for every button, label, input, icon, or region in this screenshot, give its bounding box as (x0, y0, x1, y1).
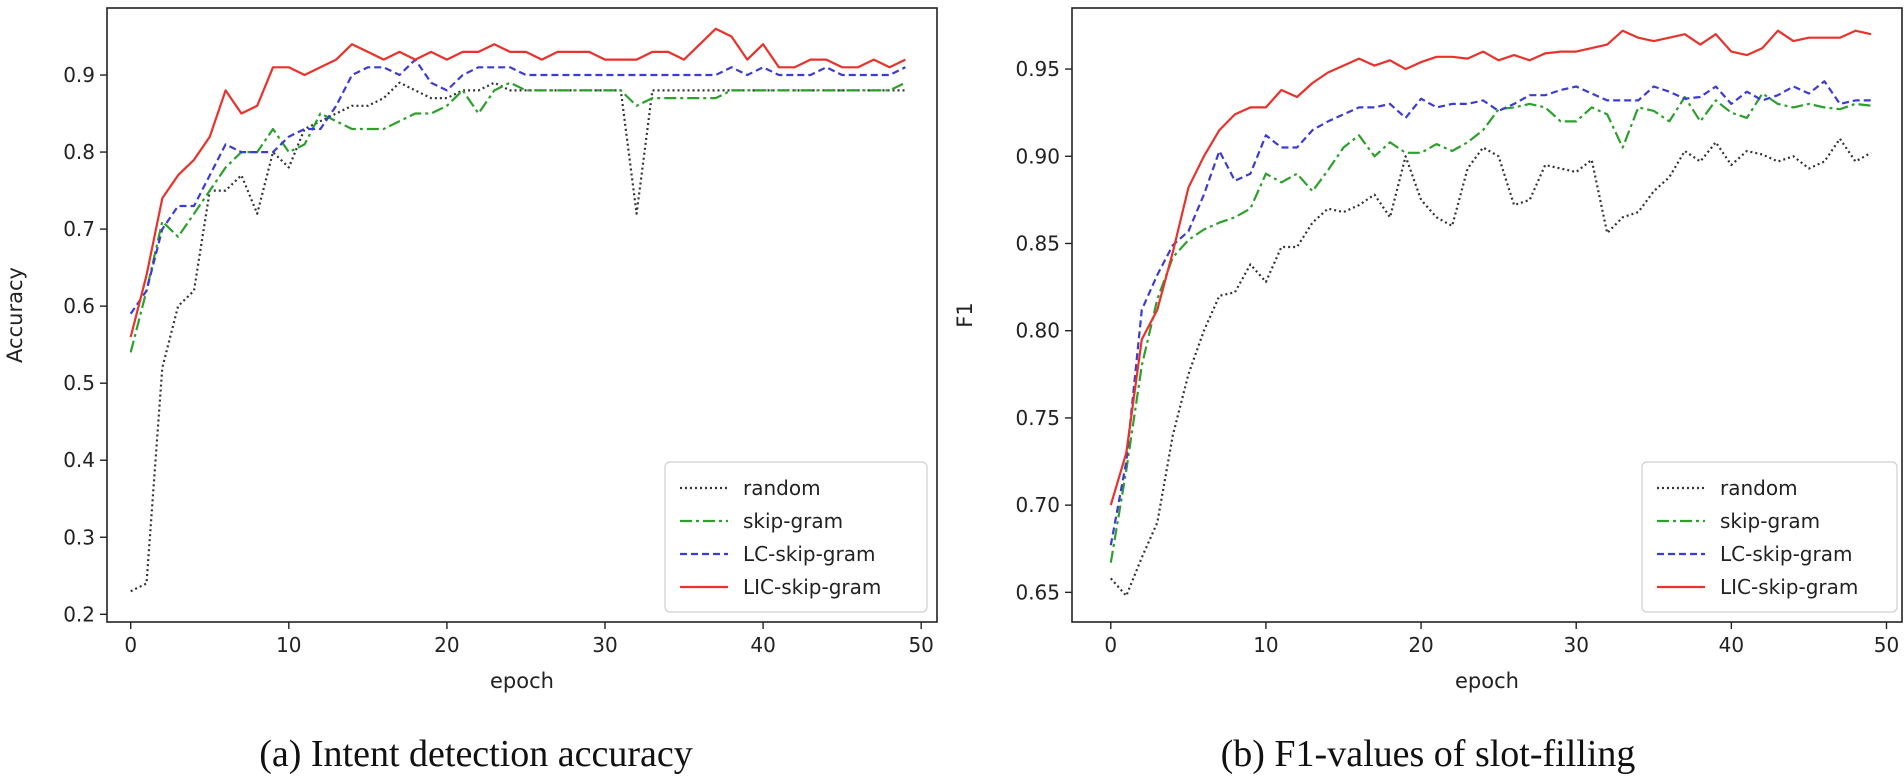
chart-b-xtick-label: 10 (1253, 633, 1278, 657)
chart-b-ytick-label: 0.80 (1015, 319, 1060, 343)
chart-a-xtick-label: 20 (434, 633, 459, 657)
chart-b-caption: (b) F1-values of slot-filling (1220, 733, 1636, 775)
chart-a-ytick-label: 0.9 (63, 63, 95, 87)
chart-b-legend-label: LC-skip-gram (1720, 542, 1852, 566)
chart-b-ytick-label: 0.75 (1015, 406, 1060, 430)
chart-a-xtick-label: 40 (750, 633, 775, 657)
chart-b-series-lc-skip-gram (1109, 80, 1871, 546)
chart-a-ytick-label: 0.3 (63, 525, 95, 549)
chart-panel-intent-accuracy: 0 10 20 30 40 50 0.2 0.3 0.4 0.5 0.6 0.7 0.8 0.9 epoch… (3, 7, 938, 775)
chart-a-svg: 0 10 20 30 40 50 0.2 0.3 0.4 0.5 0.6 0.7 0.8 0.9 epoch… (3, 7, 938, 693)
chart-a-legend-label: skip-gram (743, 509, 843, 533)
chart-b-xtick-label: 0 (1104, 633, 1117, 657)
chart-b-series-random (1109, 137, 1872, 597)
chart-b-xtick-label: 50 (1874, 633, 1899, 657)
chart-a-legend-label: random (743, 476, 821, 500)
chart-a-x-axis-label: epoch (490, 669, 554, 693)
chart-a-ytick-label: 0.2 (63, 602, 95, 626)
chart-a-plot-frame (106, 7, 938, 623)
chart-a-series-random (130, 81, 906, 593)
chart-b-legend-label: random (1720, 476, 1798, 500)
chart-b-legend-box (1641, 461, 1898, 613)
chart-a-series-lic-skip-gram (129, 27, 906, 338)
chart-a-xtick-label: 0 (124, 633, 137, 657)
chart-b-x-axis-label: epoch (1455, 669, 1519, 693)
chart-a-legend-label: LIC-skip-gram (743, 575, 881, 599)
chart-b-xtick-label: 40 (1719, 633, 1744, 657)
chart-a-ytick-label: 0.6 (63, 294, 95, 318)
chart-a-ytick-label: 0.7 (63, 217, 95, 241)
chart-b-series-lic-skip-gram (1109, 29, 1872, 506)
chart-a-legend-label: LC-skip-gram (743, 542, 875, 566)
chart-panel-slot-filling-f1: 0 10 20 30 40 50 0.65 0.70 0.75 0.80 0.85 0.90 0.95 e… (952, 0, 1904, 780)
chart-a-xtick-label: 30 (592, 633, 617, 657)
chart-b-plot-frame (1071, 7, 1903, 623)
chart-a-ytick-label: 0.5 (63, 371, 95, 395)
chart-a-caption: (a) Intent detection accuracy (259, 733, 693, 775)
chart-b-series-skip-gram (1109, 92, 1872, 563)
chart-a-xtick-label: 10 (276, 633, 301, 657)
chart-b-ytick-label: 0.65 (1015, 580, 1060, 604)
chart-b-legend-label: LIC-skip-gram (1720, 575, 1858, 599)
chart-b-xtick-label: 20 (1408, 633, 1433, 657)
chart-a-series-lc-skip-gram (129, 58, 906, 315)
chart-a-ytick-label: 0.4 (63, 448, 95, 472)
chart-b-ytick-label: 0.85 (1015, 231, 1060, 255)
chart-a-xtick-label: 50 (908, 633, 933, 657)
chart-b-ytick-label: 0.70 (1015, 493, 1060, 517)
chart-a-legend: random skip-gram LC-skip-gram LIC-skip-gram (664, 461, 928, 613)
chart-a-series-skip-gram (129, 81, 906, 353)
chart-a-y-axis-label: Accuracy (3, 267, 27, 363)
chart-b-ytick-label: 0.90 (1015, 144, 1060, 168)
chart-a-legend-box (664, 461, 928, 613)
chart-b-legend-label: skip-gram (1720, 509, 1820, 533)
chart-b-y-axis-label: F1 (953, 302, 977, 327)
chart-b-xtick-label: 30 (1563, 633, 1588, 657)
chart-a-ytick-label: 0.8 (63, 140, 95, 164)
chart-b-ytick-label: 0.95 (1015, 57, 1060, 81)
chart-b-svg: 0 10 20 30 40 50 0.65 0.70 0.75 0.80 0.85 0.90 0.95 e… (953, 7, 1903, 693)
chart-b-legend: random skip-gram LC-skip-gram LIC-skip-gram (1641, 461, 1898, 613)
